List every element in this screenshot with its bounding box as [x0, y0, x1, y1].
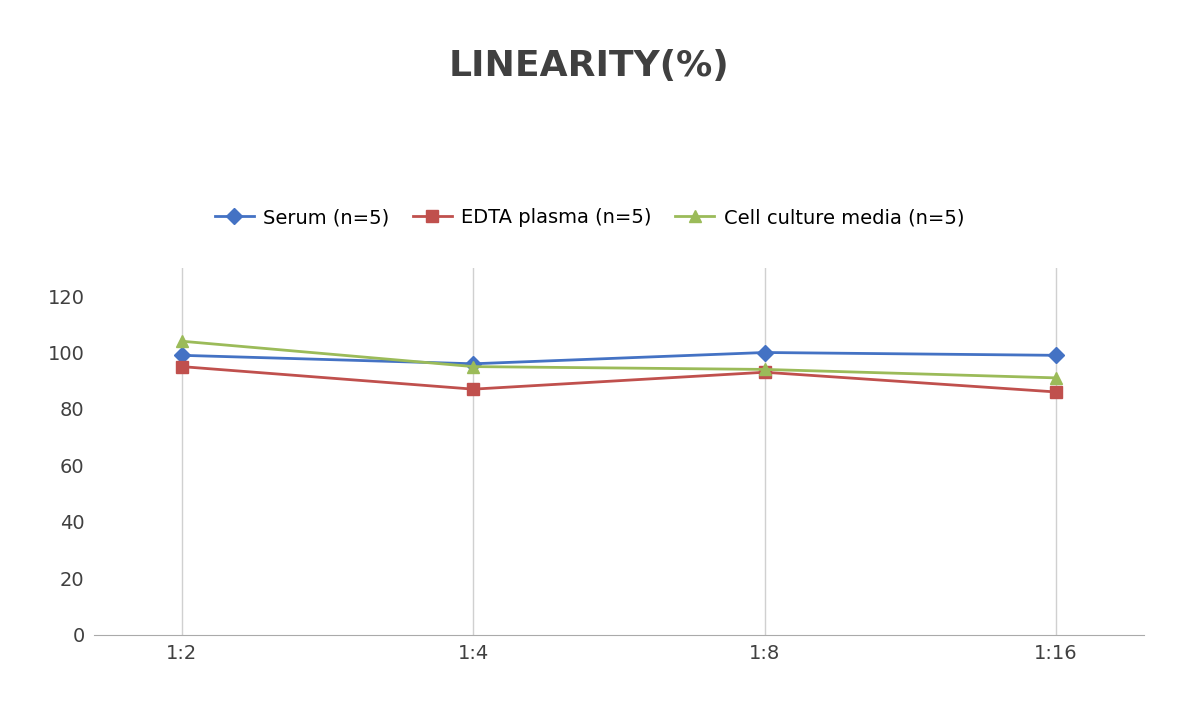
Cell culture media (n=5): [758, 365, 772, 374]
Cell culture media (n=5): [466, 362, 480, 371]
Serum (n=5): [1049, 351, 1063, 360]
Serum (n=5): [174, 351, 189, 360]
Text: LINEARITY(%): LINEARITY(%): [449, 49, 730, 83]
Legend: Serum (n=5), EDTA plasma (n=5), Cell culture media (n=5): Serum (n=5), EDTA plasma (n=5), Cell cul…: [206, 200, 973, 235]
Serum (n=5): [758, 348, 772, 357]
Line: Serum (n=5): Serum (n=5): [176, 347, 1062, 369]
Cell culture media (n=5): [174, 337, 189, 345]
EDTA plasma (n=5): [1049, 388, 1063, 396]
EDTA plasma (n=5): [758, 368, 772, 376]
EDTA plasma (n=5): [174, 362, 189, 371]
Cell culture media (n=5): [1049, 374, 1063, 382]
Serum (n=5): [466, 360, 480, 368]
Line: Cell culture media (n=5): Cell culture media (n=5): [176, 336, 1062, 384]
EDTA plasma (n=5): [466, 385, 480, 393]
Line: EDTA plasma (n=5): EDTA plasma (n=5): [176, 361, 1062, 398]
